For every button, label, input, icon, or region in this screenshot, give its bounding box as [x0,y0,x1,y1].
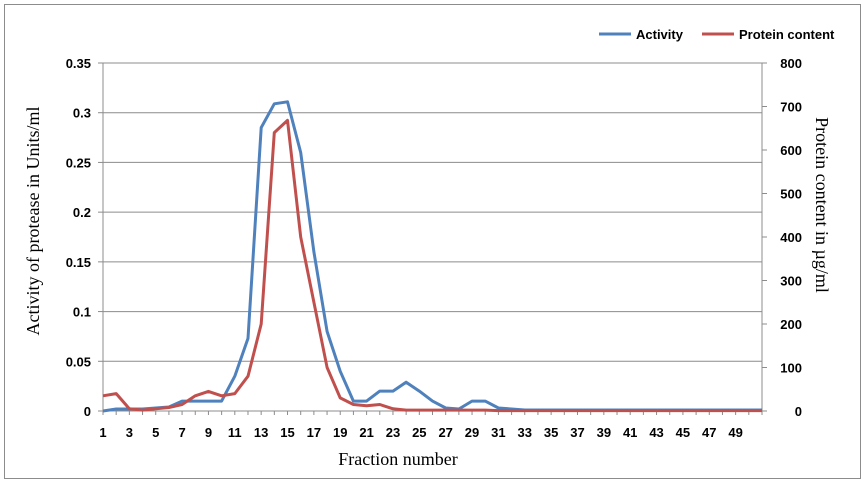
series-lines [102,100,762,413]
y-left-tick-label: 0.25 [66,155,91,170]
gridlines [103,62,762,362]
axes [98,62,767,415]
series-line-activity [102,100,762,413]
y-right-tick-label: 600 [780,143,802,158]
x-tick-label: 9 [205,425,212,440]
x-tick-label: 29 [465,425,479,440]
y-left-tick-label: 0.35 [66,56,91,71]
legend-activity-label: Activity [636,27,684,42]
x-tick-label: 49 [728,425,742,440]
x-tick-label: 35 [544,425,558,440]
y-left-tick-label: 0 [84,404,91,419]
x-tick-label: 47 [702,425,716,440]
y-axis-right-title: Protein content in µg/ml [812,117,832,293]
x-tick-label: 13 [254,425,268,440]
y-right-tick-label: 800 [780,56,802,71]
x-tick-label: 3 [126,425,133,440]
legend: Activity Protein content [599,27,835,42]
tick-labels: 0 0.05 0.1 0.15 0.2 0.25 0.3 0.35 0 100 200 300 400 5… [66,56,802,440]
y-left-tick-label: 0.1 [73,305,91,320]
y-right-tick-label: 700 [780,100,802,115]
y-right-tick-label: 200 [780,317,802,332]
x-axis-title: Fraction number [338,449,457,469]
x-tick-label: 33 [518,425,532,440]
x-tick-label: 11 [228,425,242,440]
y-left-tick-label: 0.2 [73,205,91,220]
x-tick-label: 31 [491,425,505,440]
x-tick-label: 25 [412,425,426,440]
y-right-tick-label: 400 [780,230,802,245]
y-axis-left-title: Activity of protease in Units/ml [23,107,43,336]
x-tick-label: 41 [623,425,637,440]
y-left-tick-label: 0.15 [66,255,91,270]
y-left-tick-label: 0.05 [66,354,91,369]
x-tick-label: 19 [333,425,347,440]
y-right-tick-label: 500 [780,187,802,202]
x-tick-label: 1 [99,425,106,440]
x-tick-label: 21 [359,425,373,440]
x-tick-label: 7 [178,425,185,440]
series-line-protein-content [102,118,762,413]
x-tick-label: 17 [307,425,321,440]
x-tick-label: 5 [152,425,159,440]
legend-protein-label: Protein content [739,27,835,42]
y-right-tick-label: 300 [780,274,802,289]
x-tick-label: 45 [676,425,690,440]
y-left-tick-label: 0.3 [73,106,91,121]
x-tick-label: 15 [280,425,294,440]
x-tick-label: 39 [597,425,611,440]
chart-frame: 0 0.05 0.1 0.15 0.2 0.25 0.3 0.35 0 100 200 300 400 5… [4,4,861,479]
chart-svg: 0 0.05 0.1 0.15 0.2 0.25 0.3 0.35 0 100 200 300 400 5… [23,27,835,469]
x-tick-label: 43 [649,425,663,440]
x-tick-label: 23 [386,425,400,440]
x-tick-label: 37 [570,425,584,440]
x-tick-label: 27 [438,425,452,440]
y-right-tick-label: 0 [795,404,802,419]
y-right-tick-label: 100 [780,361,802,376]
